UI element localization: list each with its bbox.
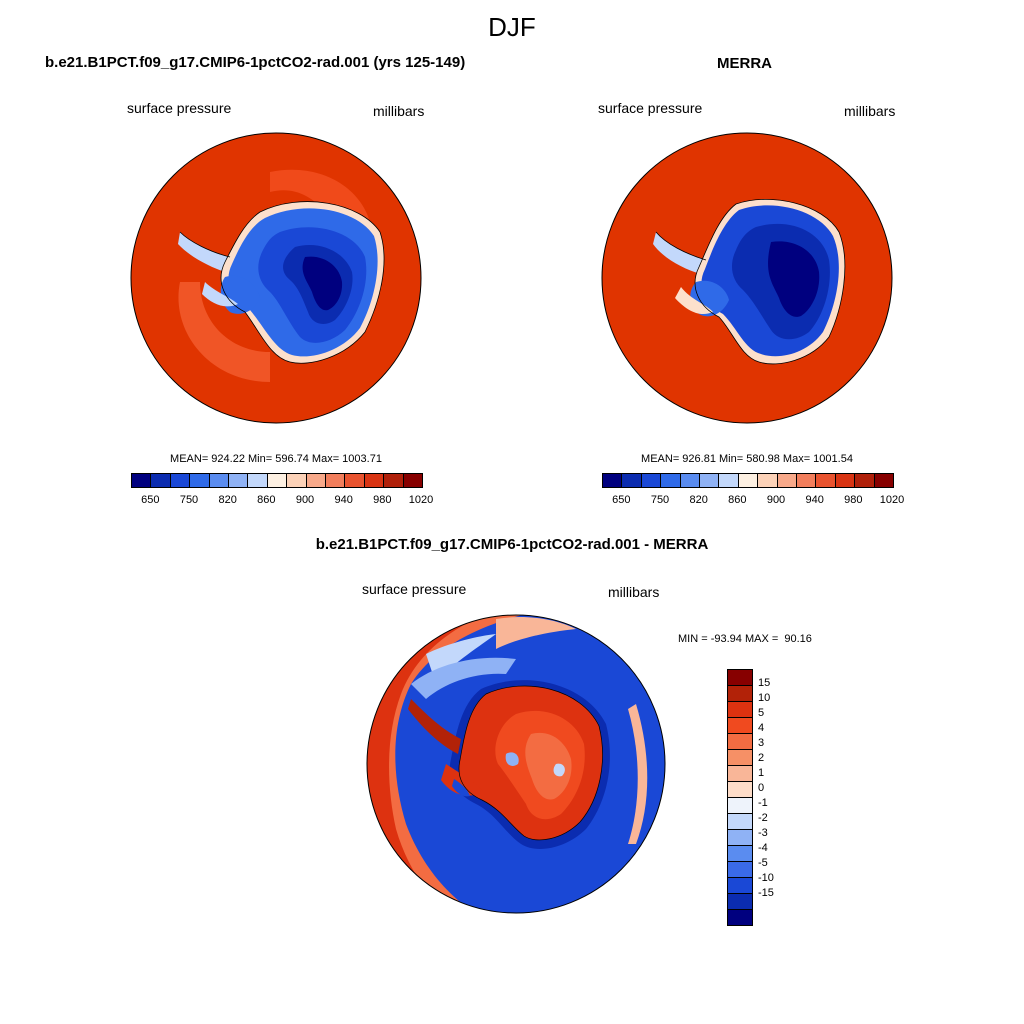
colorbar-swatch (815, 474, 835, 487)
colorbar-swatch (728, 749, 752, 765)
colorbar-swatch (363, 474, 384, 487)
colorbar-swatch (728, 797, 752, 813)
right-colorbar (602, 473, 894, 488)
colorbar-swatch (325, 474, 345, 487)
colorbar-tick-label: 1 (758, 767, 765, 779)
colorbar-tick-label: -3 (758, 827, 768, 839)
colorbar-tick-label: -15 (758, 887, 774, 899)
colorbar-swatch (699, 474, 719, 487)
diff-colorbar (727, 669, 753, 926)
colorbar-swatch (718, 474, 738, 487)
colorbar-swatch (728, 701, 752, 717)
colorbar-swatch (737, 474, 758, 487)
right-colorbar-ticks: 650 750 820 860 900 940 980 1020 (602, 494, 904, 508)
colorbar-tick-label: 860 (257, 494, 276, 506)
colorbar-swatch (305, 474, 326, 487)
colorbar-swatch (854, 474, 874, 487)
colorbar-swatch (796, 474, 816, 487)
colorbar-tick-label: 750 (179, 494, 199, 506)
colorbar-tick-label: 940 (334, 494, 353, 506)
colorbar-swatch (383, 474, 403, 487)
colorbar-tick-label: 4 (758, 722, 765, 734)
colorbar-tick-label: -10 (758, 872, 774, 884)
diff-colorbar-ticks: 15 10 5 4 3 2 1 0 -1 -2 -3 -4 -5 -10 -15 (758, 669, 798, 911)
colorbar-swatch (728, 829, 752, 845)
colorbar-tick-label: 10 (758, 692, 771, 704)
colorbar-tick-label: 650 (141, 494, 160, 506)
colorbar-swatch (189, 474, 209, 487)
colorbar-swatch (679, 474, 700, 487)
colorbar-swatch (776, 474, 797, 487)
colorbar-swatch (873, 474, 894, 487)
colorbar-swatch (728, 877, 752, 893)
colorbar-swatch (728, 733, 752, 749)
diff-variable-label: surface pressure (362, 581, 467, 597)
colorbar-swatch (228, 474, 248, 487)
colorbar-swatch (169, 474, 190, 487)
left-units-label: millibars (373, 103, 425, 119)
colorbar-tick-label: 860 (728, 494, 747, 506)
colorbar-tick-label: 3 (758, 737, 765, 749)
right-units-label: millibars (844, 103, 896, 119)
colorbar-swatch (728, 670, 752, 685)
colorbar-swatch (728, 685, 752, 701)
left-variable-label: surface pressure (127, 100, 232, 116)
colorbar-swatch (728, 893, 752, 909)
figure-title: DJF (488, 12, 536, 42)
right-map (601, 132, 893, 424)
right-variable-label: surface pressure (598, 100, 703, 116)
right-panel-title: MERRA (717, 55, 772, 72)
colorbar-tick-label: 0 (758, 782, 765, 794)
colorbar-swatch (603, 474, 622, 487)
colorbar-tick-label: 820 (689, 494, 708, 506)
diff-panel-title: b.e21.B1PCT.f09_g17.CMIP6-1pctCO2-rad.00… (315, 536, 709, 553)
left-stats: MEAN= 924.22 Min= 596.74 Max= 1003.71 (170, 453, 382, 465)
colorbar-swatch (728, 909, 752, 925)
colorbar-tick-label: 15 (758, 677, 771, 689)
colorbar-tick-label: -2 (758, 812, 768, 824)
right-stats: MEAN= 926.81 Min= 580.98 Max= 1001.54 (641, 453, 853, 465)
colorbar-swatch (757, 474, 777, 487)
colorbar-tick-label: 900 (766, 494, 786, 506)
colorbar-tick-label: 980 (373, 494, 392, 506)
colorbar-tick-label: 940 (805, 494, 824, 506)
colorbar-swatch (728, 765, 752, 781)
colorbar-swatch (132, 474, 151, 487)
left-colorbar (131, 473, 423, 488)
colorbar-swatch (344, 474, 364, 487)
colorbar-swatch (728, 813, 752, 829)
colorbar-swatch (150, 474, 170, 487)
colorbar-swatch (728, 845, 752, 861)
colorbar-tick-label: 1020 (879, 494, 905, 506)
colorbar-tick-label: 900 (295, 494, 315, 506)
colorbar-swatch (247, 474, 267, 487)
colorbar-swatch (728, 781, 752, 797)
colorbar-tick-label: 750 (650, 494, 670, 506)
colorbar-tick-label: 1020 (408, 494, 434, 506)
colorbar-swatch (286, 474, 306, 487)
diff-units-label: millibars (608, 584, 660, 600)
colorbar-tick-label: 650 (612, 494, 631, 506)
colorbar-swatch (728, 717, 752, 733)
colorbar-swatch (621, 474, 641, 487)
colorbar-tick-label: -5 (758, 857, 768, 869)
colorbar-tick-label: 980 (844, 494, 863, 506)
colorbar-tick-label: -1 (758, 797, 768, 809)
colorbar-swatch (402, 474, 423, 487)
colorbar-tick-label: 2 (758, 752, 765, 764)
colorbar-tick-label: 820 (218, 494, 237, 506)
left-colorbar-ticks: 650 750 820 860 900 940 980 1020 (131, 494, 433, 508)
diff-stats: MIN = -93.94 MAX = 90.16 (678, 633, 812, 645)
colorbar-swatch (660, 474, 680, 487)
colorbar-swatch (640, 474, 661, 487)
colorbar-tick-label: -4 (758, 842, 768, 854)
colorbar-swatch (834, 474, 855, 487)
colorbar-tick-label: 5 (758, 707, 765, 719)
colorbar-swatch (728, 861, 752, 877)
left-panel-title: b.e21.B1PCT.f09_g17.CMIP6-1pctCO2-rad.00… (45, 54, 466, 71)
left-map (130, 132, 422, 424)
colorbar-swatch (208, 474, 229, 487)
diff-map (366, 614, 666, 914)
colorbar-swatch (266, 474, 287, 487)
